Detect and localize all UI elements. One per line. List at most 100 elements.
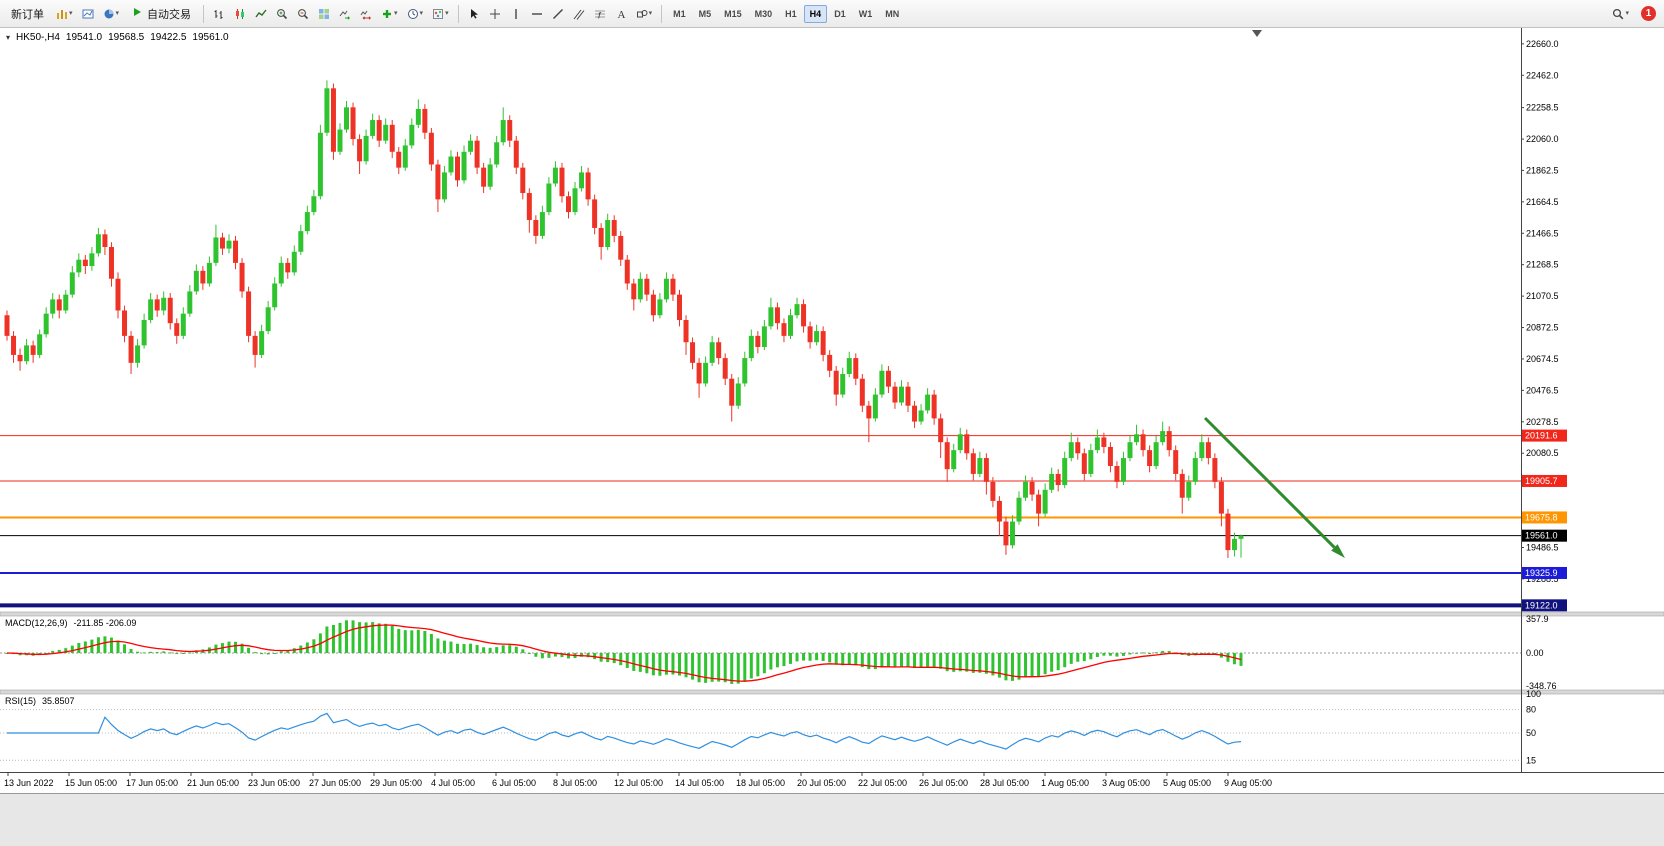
svg-text:22462.0: 22462.0 xyxy=(1526,70,1559,80)
timeframe-h1-button[interactable]: H1 xyxy=(785,8,797,19)
svg-text:15 Jun 05:00: 15 Jun 05:00 xyxy=(65,778,117,788)
search-button[interactable]: ▾ xyxy=(1608,3,1633,25)
svg-text:A: A xyxy=(617,9,625,20)
shapes-icon xyxy=(636,9,648,17)
svg-text:19486.5: 19486.5 xyxy=(1526,542,1559,552)
periods-icon xyxy=(407,8,418,19)
dropdown-caret-icon: ▾ xyxy=(394,10,398,17)
templates-button[interactable]: ▾ xyxy=(428,3,453,25)
collapse-chart-icon[interactable]: ▾ xyxy=(6,33,11,42)
add-indicator-button[interactable]: ▾ xyxy=(377,3,402,25)
candlestick-button[interactable] xyxy=(230,3,250,25)
arrow-annotation[interactable] xyxy=(1203,416,1345,558)
svg-text:-348.76: -348.76 xyxy=(1526,681,1557,691)
zoom-out-button[interactable] xyxy=(293,3,313,25)
rsi-line xyxy=(7,712,1242,750)
timeframe-mn-button[interactable]: MN xyxy=(885,8,900,19)
svg-text:17 Jun 05:00: 17 Jun 05:00 xyxy=(126,778,178,788)
pane-separator[interactable] xyxy=(0,611,1664,617)
timeframe-d1-button[interactable]: D1 xyxy=(834,8,846,19)
fibonacci-button[interactable]: f xyxy=(590,3,610,25)
svg-text:100: 100 xyxy=(1526,689,1541,699)
svg-text:14 Jul 05:00: 14 Jul 05:00 xyxy=(675,778,724,788)
svg-text:26 Jul 05:00: 26 Jul 05:00 xyxy=(919,778,968,788)
auto-scroll-button[interactable] xyxy=(335,3,355,25)
timeframe-w1-button[interactable]: W1 xyxy=(858,8,873,19)
svg-text:20080.5: 20080.5 xyxy=(1526,448,1559,458)
crosshair-button[interactable] xyxy=(485,3,505,25)
trendline-button[interactable] xyxy=(548,3,568,25)
new-order-button[interactable]: 新订单 xyxy=(4,2,51,26)
periods-button[interactable]: ▾ xyxy=(403,3,428,25)
chart-shift-marker[interactable] xyxy=(1252,30,1262,37)
timeframe-h4-button[interactable]: H4 xyxy=(803,4,828,23)
new-order-label: 新订单 xyxy=(11,8,44,21)
trendline-icon xyxy=(552,8,563,19)
bar-chart-button[interactable] xyxy=(209,3,229,25)
zoom-in-icon xyxy=(277,8,288,19)
timeframe-m1-button[interactable]: M1 xyxy=(673,8,686,19)
timeframe-m15-button[interactable]: M15 xyxy=(724,8,742,19)
drawing-tools-group: f A ▾ xyxy=(464,3,657,25)
bar-chart-icon xyxy=(214,9,223,19)
time-axis[interactable]: 13 Jun 2022 15 Jun 05:00 17 Jun 05:00 21 Ju… xyxy=(0,772,1664,794)
svg-text:0.00: 0.00 xyxy=(1526,648,1544,658)
open-chart-icon xyxy=(82,9,94,18)
vertical-line-button[interactable] xyxy=(506,3,526,25)
chart-shift-button[interactable] xyxy=(356,3,376,25)
add-indicator-icon xyxy=(383,9,392,18)
toolbar-right-group: ▾ 1 xyxy=(1608,3,1660,25)
svg-text:20674.5: 20674.5 xyxy=(1526,354,1559,364)
horizontal-line-objects[interactable] xyxy=(0,435,1521,608)
profiles-icon xyxy=(104,9,114,18)
svg-text:23 Jun 05:00: 23 Jun 05:00 xyxy=(248,778,300,788)
candles-layer xyxy=(4,80,1244,559)
svg-text:20872.5: 20872.5 xyxy=(1526,323,1559,333)
svg-text:19905.7: 19905.7 xyxy=(1525,476,1558,486)
profiles-button[interactable]: ▾ xyxy=(99,3,124,25)
line-chart-button[interactable] xyxy=(251,3,271,25)
chart-tools-group: ▾ ▾ ▾ xyxy=(209,3,453,25)
zoom-in-button[interactable] xyxy=(272,3,292,25)
horizontal-line-button[interactable] xyxy=(527,3,547,25)
svg-text:21 Jun 05:00: 21 Jun 05:00 xyxy=(187,778,239,788)
text-label-icon: A xyxy=(617,9,625,20)
svg-text:50: 50 xyxy=(1526,728,1536,738)
notification-badge[interactable]: 1 xyxy=(1641,6,1656,21)
svg-text:20 Jul 05:00: 20 Jul 05:00 xyxy=(797,778,846,788)
tile-windows-button[interactable] xyxy=(314,3,334,25)
text-label-button[interactable]: A xyxy=(611,3,631,25)
chart-canvas[interactable]: 22660.0 22462.0 22258.5 22060.0 21862.5 21664… xyxy=(0,28,1664,846)
toolbar-separator xyxy=(457,4,459,23)
auto-trading-label: 自动交易 xyxy=(147,8,192,21)
svg-text:27 Jun 05:00: 27 Jun 05:00 xyxy=(309,778,361,788)
price-axis[interactable]: 22660.0 22462.0 22258.5 22060.0 21862.5 21664… xyxy=(1521,28,1567,772)
timeframe-m5-button[interactable]: M5 xyxy=(698,8,712,19)
file-toolbar-group: ▾ ▾ xyxy=(52,3,123,25)
svg-text:20278.5: 20278.5 xyxy=(1526,417,1559,427)
chart-background xyxy=(0,28,1664,794)
tile-windows-icon xyxy=(319,8,330,19)
horizontal-line-icon xyxy=(531,12,542,15)
auto-scroll-icon xyxy=(339,10,350,20)
line-chart-icon xyxy=(255,9,267,17)
svg-text:357.9: 357.9 xyxy=(1526,614,1549,624)
svg-text:20476.5: 20476.5 xyxy=(1526,385,1559,395)
new-chart-button[interactable]: ▾ xyxy=(52,3,77,25)
chart-area[interactable]: 22660.0 22462.0 22258.5 22060.0 21862.5 21664… xyxy=(0,28,1664,846)
dropdown-caret-icon: ▾ xyxy=(419,10,424,17)
channel-button[interactable] xyxy=(569,3,589,25)
svg-text:29 Jun 05:00: 29 Jun 05:00 xyxy=(370,778,422,788)
shapes-button[interactable]: ▾ xyxy=(632,3,657,25)
open-chart-button[interactable] xyxy=(78,3,98,25)
timeframe-m30-button[interactable]: M30 xyxy=(754,8,773,19)
cursor-icon xyxy=(470,8,478,19)
pane-separator[interactable] xyxy=(0,689,1664,695)
svg-text:18 Jul 05:00: 18 Jul 05:00 xyxy=(736,778,785,788)
cursor-button[interactable] xyxy=(464,3,484,25)
svg-text:21268.5: 21268.5 xyxy=(1526,260,1559,270)
svg-text:f: f xyxy=(598,10,602,20)
play-icon xyxy=(134,8,142,16)
auto-trading-button[interactable]: 自动交易 xyxy=(124,2,198,26)
zoom-out-icon xyxy=(298,8,309,19)
